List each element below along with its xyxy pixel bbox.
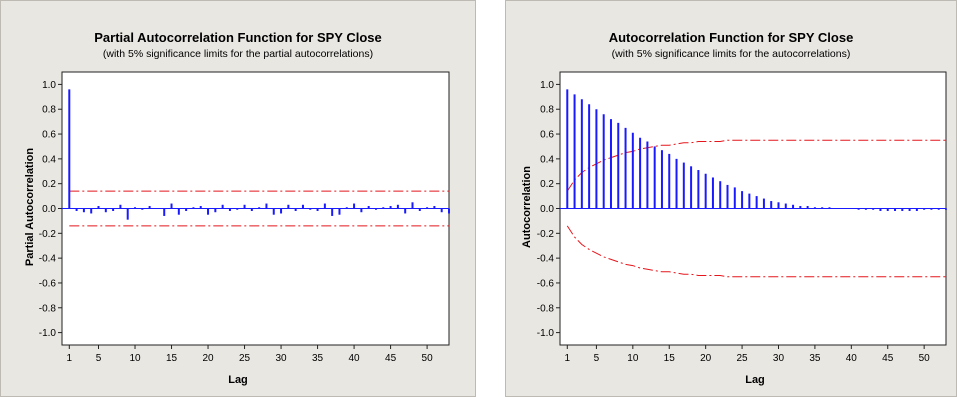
acf-y-tick-label: -0.8: [537, 303, 555, 314]
acf-x-tick-label: 25: [737, 353, 749, 364]
pacf-x-tick-label: 25: [239, 353, 251, 364]
pacf-x-tick-label: 35: [312, 353, 324, 364]
pacf-y-tick-label: 0.0: [42, 204, 56, 215]
pacf-y-tick-label: -0.4: [39, 254, 57, 265]
acf-upper-significance-limit: [566, 139, 946, 192]
acf-x-tick-label: 30: [773, 353, 785, 364]
acf-chart-panel: Autocorrelation Function for SPY Close (…: [505, 0, 957, 397]
acf-x-tick-label: 40: [846, 353, 858, 364]
acf-y-tick-label: -0.4: [537, 254, 555, 265]
acf-y-tick-label: 0.0: [540, 204, 554, 215]
pacf-y-tick-label: 0.6: [42, 130, 56, 141]
pacf-marks: 1.00.80.60.40.20.0-0.2-0.4-0.6-0.8-1.01 5…: [39, 80, 450, 364]
pacf-y-axis-label: Partial Autocorrelation: [24, 148, 36, 266]
pacf-y-tick-label: 0.4: [42, 154, 56, 165]
pacf-x-tick-label: 20: [202, 353, 214, 364]
acf-lower-significance-limit: [566, 225, 946, 278]
acf-x-tick-label: 45: [882, 353, 894, 364]
pacf-y-tick-label: 1.0: [42, 80, 56, 91]
acf-x-tick-label: 1: [565, 353, 571, 364]
pacf-y-tick-label: 0.8: [42, 105, 56, 116]
pacf-x-tick-label: 10: [129, 353, 141, 364]
pacf-x-tick-label: 40: [349, 353, 361, 364]
pacf-y-tick-label: -1.0: [39, 328, 57, 339]
acf-x-tick-label: 10: [627, 353, 639, 364]
pacf-x-tick-label: 45: [385, 353, 397, 364]
pacf-y-tick-label: -0.6: [39, 278, 57, 289]
acf-chart-title: Autocorrelation Function for SPY Close: [609, 30, 854, 45]
acf-x-tick-label: 35: [809, 353, 821, 364]
acf-marks: 1.00.80.60.40.20.0-0.2-0.4-0.6-0.8-1.01 5…: [537, 80, 947, 364]
acf-x-tick-label: 50: [919, 353, 931, 364]
pacf-chart-subtitle: (with 5% significance limits for the par…: [103, 48, 373, 60]
pacf-y-tick-label: -0.2: [39, 229, 57, 240]
acf-x-axis-label: Lag: [745, 374, 765, 386]
pacf-x-tick-label: 15: [166, 353, 178, 364]
acf-x-tick-label: 20: [700, 353, 712, 364]
pacf-x-axis-label: Lag: [228, 374, 248, 386]
pacf-x-tick-label: 30: [275, 353, 287, 364]
pacf-x-tick-label: 1: [67, 353, 73, 364]
pacf-y-tick-label: 0.2: [42, 179, 56, 190]
pacf-x-tick-label: 50: [422, 353, 434, 364]
acf-y-tick-label: -0.2: [537, 229, 555, 240]
acf-y-tick-label: -1.0: [537, 328, 555, 339]
pacf-chart: Partial Autocorrelation Function for SPY…: [0, 0, 476, 397]
pacf-x-tick-label: 5: [96, 353, 102, 364]
acf-x-tick-label: 15: [664, 353, 676, 364]
pacf-chart-title: Partial Autocorrelation Function for SPY…: [94, 30, 382, 45]
acf-y-tick-label: 0.2: [540, 179, 554, 190]
acf-y-axis-label: Autocorrelation: [521, 166, 533, 248]
acf-y-tick-label: 0.4: [540, 154, 554, 165]
pacf-chart-panel: Partial Autocorrelation Function for SPY…: [0, 0, 476, 397]
acf-y-tick-label: 0.8: [540, 105, 554, 116]
acf-y-tick-label: -0.6: [537, 278, 555, 289]
acf-chart: Autocorrelation Function for SPY Close (…: [505, 0, 957, 397]
acf-x-tick-label: 5: [594, 353, 600, 364]
acf-y-tick-label: 0.6: [540, 130, 554, 141]
acf-y-tick-label: 1.0: [540, 80, 554, 91]
acf-chart-subtitle: (with 5% significance limits for the aut…: [612, 48, 851, 60]
pacf-y-tick-label: -0.8: [39, 303, 57, 314]
